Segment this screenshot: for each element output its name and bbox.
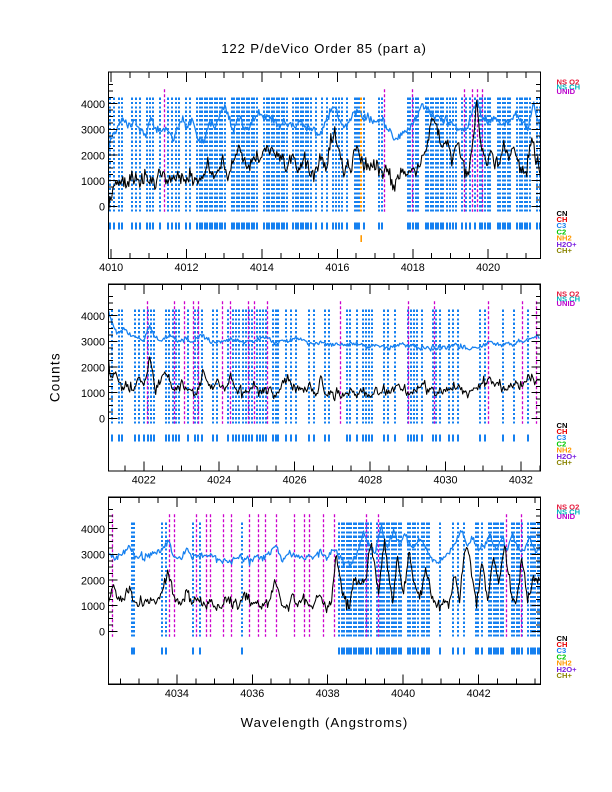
svg-text:NS CH: NS CH	[557, 82, 581, 91]
svg-text:H2O+: H2O+	[557, 665, 578, 674]
svg-text:CH+: CH+	[557, 458, 573, 467]
svg-text:NS CH: NS CH	[557, 507, 581, 516]
svg-text:4022: 4022	[132, 475, 156, 487]
svg-text:4034: 4034	[165, 688, 189, 700]
svg-text:4026: 4026	[283, 475, 307, 487]
svg-text:C2: C2	[557, 652, 567, 661]
svg-text:4000: 4000	[81, 524, 105, 536]
svg-text:NS O2: NS O2	[557, 290, 580, 299]
svg-text:CN: CN	[557, 634, 568, 643]
svg-text:Counts: Counts	[48, 352, 63, 402]
svg-text:NH2: NH2	[557, 659, 572, 668]
svg-text:CH+: CH+	[557, 671, 573, 680]
svg-text:Wavelength (Angstroms): Wavelength (Angstroms)	[241, 715, 409, 730]
svg-text:NS CH: NS CH	[557, 294, 581, 303]
svg-text:NS O2: NS O2	[557, 78, 580, 87]
svg-text:UNID: UNID	[557, 87, 576, 96]
svg-text:4014: 4014	[250, 262, 274, 274]
svg-text:3000: 3000	[81, 337, 105, 349]
svg-text:1000: 1000	[81, 388, 105, 400]
svg-text:4000: 4000	[81, 311, 105, 323]
svg-text:3000: 3000	[81, 550, 105, 562]
svg-text:4038: 4038	[316, 688, 340, 700]
svg-text:CH: CH	[557, 215, 568, 224]
svg-text:4040: 4040	[391, 688, 415, 700]
svg-text:CH: CH	[557, 640, 568, 649]
svg-text:4020: 4020	[476, 262, 500, 274]
svg-text:C3: C3	[557, 433, 567, 442]
svg-text:4030: 4030	[433, 475, 457, 487]
svg-text:3000: 3000	[81, 125, 105, 137]
svg-text:UNID: UNID	[557, 299, 576, 308]
svg-text:2000: 2000	[81, 150, 105, 162]
svg-text:NH2: NH2	[557, 234, 572, 243]
svg-text:4032: 4032	[509, 475, 533, 487]
svg-text:0: 0	[99, 627, 105, 639]
svg-text:4012: 4012	[174, 262, 198, 274]
svg-text:4010: 4010	[99, 262, 123, 274]
svg-text:CN: CN	[557, 209, 568, 218]
svg-text:4018: 4018	[401, 262, 425, 274]
svg-text:0: 0	[99, 414, 105, 426]
svg-text:4036: 4036	[240, 688, 264, 700]
svg-text:C2: C2	[557, 227, 567, 236]
svg-text:1000: 1000	[81, 601, 105, 613]
svg-text:0: 0	[99, 202, 105, 214]
svg-text:CH: CH	[557, 427, 568, 436]
svg-text:4016: 4016	[325, 262, 349, 274]
svg-text:CH+: CH+	[557, 246, 573, 255]
svg-text:4028: 4028	[358, 475, 382, 487]
svg-text:4042: 4042	[467, 688, 491, 700]
svg-text:NS O2: NS O2	[557, 503, 580, 512]
svg-text:C2: C2	[557, 439, 567, 448]
svg-text:2000: 2000	[81, 362, 105, 374]
svg-text:UNID: UNID	[557, 512, 576, 521]
svg-text:4000: 4000	[81, 99, 105, 111]
svg-text:122 P/deVico Order 85 (part a): 122 P/deVico Order 85 (part a)	[221, 41, 427, 56]
svg-text:H2O+: H2O+	[557, 452, 578, 461]
svg-text:CN: CN	[557, 421, 568, 430]
svg-text:4024: 4024	[207, 475, 231, 487]
svg-text:C3: C3	[557, 221, 567, 230]
svg-text:2000: 2000	[81, 575, 105, 587]
svg-text:C3: C3	[557, 646, 567, 655]
svg-text:NH2: NH2	[557, 446, 572, 455]
svg-text:H2O+: H2O+	[557, 240, 578, 249]
svg-text:1000: 1000	[81, 176, 105, 188]
